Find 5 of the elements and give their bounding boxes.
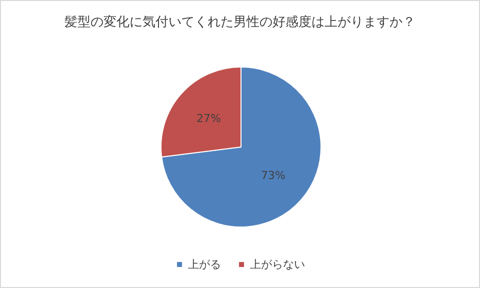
legend-label: 上がらない <box>250 258 305 271</box>
data-label: 27% <box>196 112 221 126</box>
chart-title: 髪型の変化に気付いてくれた男性の好感度は上がりますか？ <box>64 14 416 30</box>
legend-label: 上がる <box>188 258 221 271</box>
data-label: 73% <box>261 168 286 182</box>
